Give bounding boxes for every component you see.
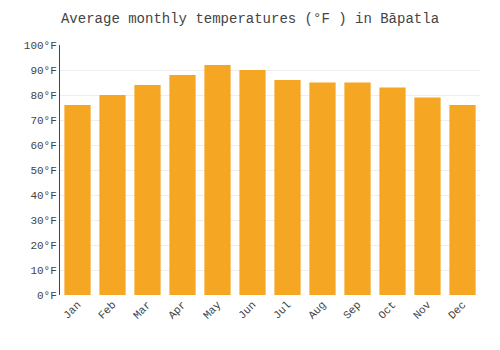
svg-text:Nov: Nov [411,299,434,322]
svg-text:Jul: Jul [271,299,293,321]
svg-text:40°F: 40°F [30,190,56,202]
svg-text:90°F: 90°F [30,65,56,77]
svg-text:20°F: 20°F [30,240,56,252]
svg-text:80°F: 80°F [30,90,56,102]
svg-text:60°F: 60°F [30,140,56,152]
svg-text:Average monthly temperatures (: Average monthly temperatures (°F ) in Bā… [61,11,439,27]
svg-text:100°F: 100°F [24,40,57,52]
svg-text:Jan: Jan [61,299,83,321]
svg-text:Aug: Aug [306,299,328,321]
svg-text:Dec: Dec [446,299,468,321]
svg-text:Feb: Feb [96,299,118,321]
svg-text:30°F: 30°F [30,215,56,227]
svg-text:Mar: Mar [131,299,153,321]
svg-text:70°F: 70°F [30,115,56,127]
svg-text:Jun: Jun [236,299,258,321]
svg-text:50°F: 50°F [30,165,56,177]
svg-text:Oct: Oct [376,299,398,321]
svg-text:0°F: 0°F [37,290,57,302]
svg-text:10°F: 10°F [30,265,56,277]
svg-text:May: May [201,299,224,322]
svg-text:Apr: Apr [166,299,188,321]
svg-text:Sep: Sep [341,299,363,321]
